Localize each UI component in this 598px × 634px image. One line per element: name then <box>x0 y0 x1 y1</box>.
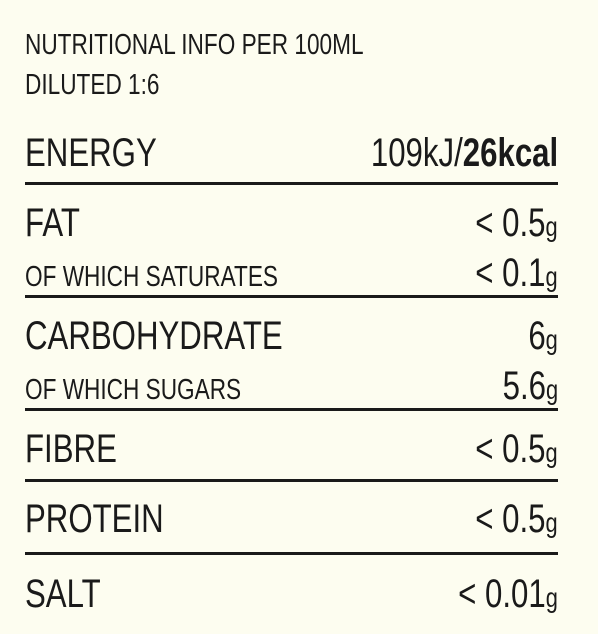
header-line: DILUTED 1:6 <box>25 69 160 101</box>
value: < 0.5 <box>475 427 546 471</box>
nutrient-row: OF WHICH SUGARS 5.6g <box>25 366 558 406</box>
nutrient-row: SALT < 0.01g <box>25 574 558 614</box>
unit: g <box>545 582 558 613</box>
divider <box>25 552 558 555</box>
value: < 0.5 <box>475 201 546 245</box>
label: ENERGY <box>25 131 157 175</box>
label: SALT <box>25 572 101 616</box>
kcal: 26kcal <box>462 131 558 175</box>
unit: g <box>545 261 558 292</box>
kj: 109kJ/ <box>370 131 463 175</box>
amount: < 0.5g <box>476 203 558 243</box>
value: < 0.5 <box>475 497 546 541</box>
divider <box>25 408 558 411</box>
header-line: NUTRITIONAL INFO PER 100ML <box>25 29 364 61</box>
value: 6 <box>528 314 546 358</box>
label: CARBOHYDRATE <box>25 314 283 358</box>
unit: g <box>545 437 558 468</box>
label: OF WHICH SUGARS <box>25 374 242 406</box>
label: PROTEIN <box>25 497 164 541</box>
amount: < 0.5g <box>476 499 558 539</box>
energy-value: 109kJ/26kcal <box>371 133 558 173</box>
unit: g <box>545 211 558 242</box>
nutrient-row: CARBOHYDRATE 6g <box>25 316 558 356</box>
label: FAT <box>25 201 80 245</box>
nutrient-row: FAT < 0.5g <box>25 203 558 243</box>
energy-row: ENERGY 109kJ/26kcal <box>25 133 558 173</box>
divider <box>25 479 558 482</box>
value: 5.6 <box>502 364 546 408</box>
unit: g <box>545 324 558 355</box>
amount: < 0.5g <box>476 429 558 469</box>
amount: < 0.01g <box>458 574 558 614</box>
header: DILUTED 1:6 <box>25 71 197 100</box>
label: FIBRE <box>25 427 117 471</box>
nutrient-row: FIBRE < 0.5g <box>25 429 558 469</box>
nutrient-row: PROTEIN < 0.5g <box>25 499 558 539</box>
nutrient-row: OF WHICH SATURATES < 0.1g <box>25 253 558 293</box>
amount: 5.6g <box>502 366 558 406</box>
divider <box>25 295 558 298</box>
value: < 0.01 <box>458 572 546 616</box>
value: < 0.1 <box>475 251 546 295</box>
unit: g <box>545 374 558 405</box>
amount: 6g <box>528 316 558 356</box>
divider <box>25 182 558 185</box>
amount: < 0.1g <box>476 253 558 293</box>
unit: g <box>545 507 558 538</box>
header: NUTRITIONAL INFO PER 100ML <box>25 31 459 60</box>
label: OF WHICH SATURATES <box>25 261 279 293</box>
